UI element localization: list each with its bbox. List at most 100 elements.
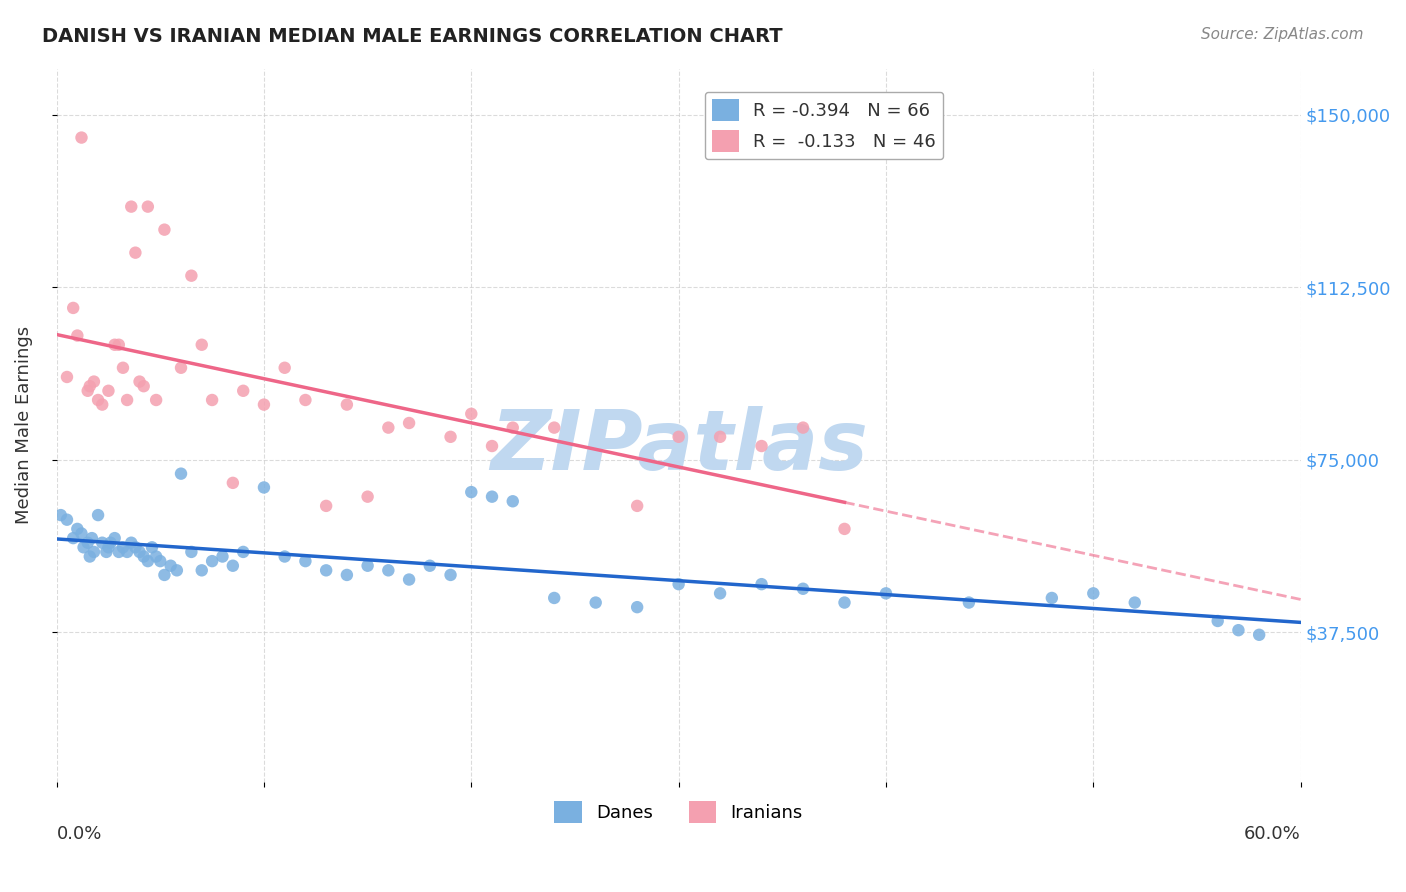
Point [957,596,980,610]
Point [170,467,193,481]
Point [294,554,316,568]
Point [149,554,172,568]
Point [108,545,131,559]
Point [66,328,89,343]
Point [460,407,482,421]
Point [159,558,181,573]
Point [543,420,565,434]
Point [136,554,159,568]
Legend: Danes, Iranians: Danes, Iranians [547,794,810,830]
Point [502,494,524,508]
Point [91,535,114,549]
Point [709,430,731,444]
Point [166,563,188,577]
Point [96,545,118,559]
Point [834,596,856,610]
Point [460,485,482,500]
Point [419,558,441,573]
Point [543,591,565,605]
Text: DANISH VS IRANIAN MEDIAN MALE EARNINGS CORRELATION CHART: DANISH VS IRANIAN MEDIAN MALE EARNINGS C… [42,27,783,45]
Point [626,600,648,615]
Point [115,545,138,559]
Point [502,420,524,434]
Point [141,541,163,555]
Point [79,549,101,564]
Point [108,337,131,351]
Point [875,586,897,600]
Point [377,420,399,434]
Point [1040,591,1063,605]
Point [111,541,134,555]
Point [709,586,731,600]
Text: 0.0%: 0.0% [56,825,103,843]
Point [336,568,359,582]
Point [336,398,359,412]
Point [792,582,814,596]
Point [190,337,212,351]
Point [481,439,503,453]
Point [56,513,79,527]
Point [222,475,245,490]
Point [83,545,105,559]
Point [253,398,276,412]
Point [439,430,461,444]
Point [273,360,295,375]
Point [751,439,773,453]
Point [180,545,202,559]
Point [315,499,337,513]
Point [253,480,276,494]
Point [294,392,316,407]
Point [56,370,79,384]
Point [76,384,98,398]
Point [132,379,155,393]
Point [62,301,84,315]
Point [97,384,120,398]
Point [79,379,101,393]
Point [1227,623,1250,637]
Point [83,375,105,389]
Point [481,490,503,504]
Point [62,531,84,545]
Point [91,398,114,412]
Point [792,420,814,434]
Point [377,563,399,577]
Point [132,549,155,564]
Point [153,222,176,236]
Point [136,200,159,214]
Point [128,375,150,389]
Point [72,541,94,555]
Point [66,522,89,536]
Point [128,545,150,559]
Point [145,549,167,564]
Text: ZIPatlas: ZIPatlas [489,406,868,487]
Point [111,360,134,375]
Point [211,549,233,564]
Point [120,200,142,214]
Point [70,130,93,145]
Point [834,522,856,536]
Text: Source: ZipAtlas.com: Source: ZipAtlas.com [1201,27,1364,42]
Point [87,508,110,522]
Point [626,499,648,513]
Point [1206,614,1229,628]
Point [104,337,127,351]
Point [273,549,295,564]
Point [87,392,110,407]
Point [1083,586,1105,600]
Point [356,490,378,504]
Point [1249,628,1271,642]
Point [439,568,461,582]
Point [398,573,420,587]
Point [232,545,254,559]
Point [145,392,167,407]
Point [190,563,212,577]
Point [222,558,245,573]
Point [398,416,420,430]
Point [1123,596,1146,610]
Point [232,384,254,398]
Point [124,245,146,260]
Point [49,508,72,522]
Point [104,531,127,545]
Point [356,558,378,573]
Point [124,541,146,555]
